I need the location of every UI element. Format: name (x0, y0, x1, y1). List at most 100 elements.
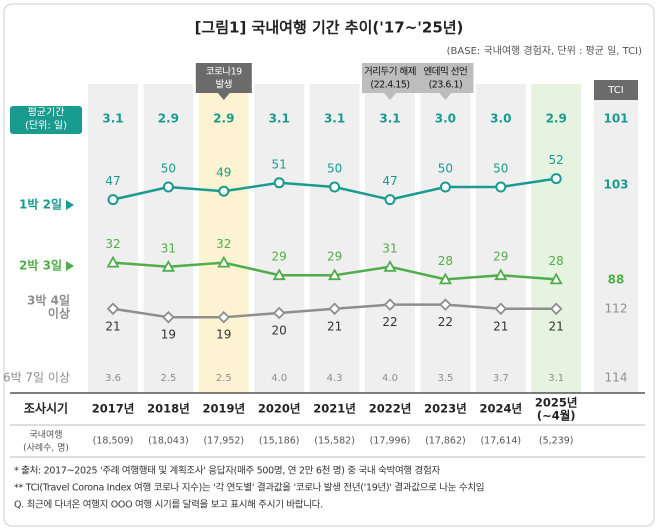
marker (273, 177, 285, 189)
x-tick-label: 2024년 (480, 402, 523, 416)
marker (106, 255, 120, 268)
value-text: 3.1 (324, 112, 345, 126)
column-bg (531, 84, 582, 393)
column-bg (88, 84, 138, 393)
x-tick-label: 2021년 (313, 402, 356, 416)
annotation-pointer (384, 93, 396, 100)
legend-label: 2박 3일 (19, 258, 62, 273)
value-text: 4.3 (327, 373, 343, 384)
marker (439, 298, 452, 311)
marker (494, 302, 508, 316)
value-text: 3.6 (105, 373, 121, 384)
marker (495, 181, 507, 193)
value-text: 2.9 (546, 112, 567, 126)
tci-value: 114 (605, 371, 628, 385)
data-label: 19 (161, 328, 176, 342)
value-text: 2.9 (158, 112, 179, 126)
data-label: 28 (438, 254, 453, 268)
footnote: Q. 최근에 다녀온 여행지 OOO 여행 시기를 달력을 보고 표시해 주시기… (14, 499, 323, 511)
x-tick-label: 2023년 (424, 402, 467, 416)
marker (328, 268, 342, 281)
marker (383, 298, 397, 311)
sample-size: (17,862) (425, 436, 466, 447)
annotation: 거리두기 해제 (22.4.15) (364, 65, 416, 90)
marker (383, 259, 397, 272)
row-label: 평균기간 (단위: 일) (25, 107, 67, 132)
data-label: 29 (327, 250, 342, 264)
marker (162, 310, 175, 324)
x-tick-label: 2020년 (258, 402, 301, 416)
data-label: 49 (216, 166, 231, 180)
data-label: 21 (549, 319, 564, 333)
marker (217, 255, 231, 268)
marker (272, 268, 286, 281)
marker (328, 302, 341, 316)
tci-value: 101 (603, 112, 628, 126)
data-label: 22 (438, 315, 453, 329)
legend-arrow (66, 261, 74, 271)
column-bg (254, 84, 305, 393)
marker (549, 272, 563, 285)
tci-value: 103 (603, 178, 628, 192)
chart-title: [그림1] 국내여행 기간 추이('17~'25년) (195, 19, 464, 37)
x-tick-label: 2018년 (147, 402, 190, 416)
annotation-box (362, 63, 418, 93)
legend-label: 3박 4일 이상 (27, 292, 70, 320)
tci-header-bg (594, 80, 638, 100)
tci-header: TCI (607, 85, 623, 96)
marker (162, 181, 174, 193)
data-label: 31 (161, 241, 176, 255)
column-bg (309, 84, 360, 393)
data-label: 50 (438, 162, 453, 176)
annotation-box (417, 63, 474, 93)
column-bg (420, 84, 471, 393)
data-label: 19 (216, 328, 231, 342)
annotation: 엔데믹 선언 (23.6.1) (424, 65, 468, 90)
data-label: 51 (272, 157, 287, 171)
marker (329, 181, 341, 193)
data-label: 31 (382, 241, 397, 255)
marker (549, 302, 563, 316)
value-text: 3.0 (435, 112, 456, 126)
annotation: 코로나19 발생 (206, 66, 242, 90)
annotation-pointer (217, 93, 230, 100)
data-label: 32 (216, 237, 231, 251)
marker (106, 302, 120, 316)
sample-size: (17,952) (203, 436, 244, 447)
data-label: 29 (272, 250, 287, 264)
legend-label: 6박 7일 이상 (3, 371, 70, 385)
x-tick-label: 2019년 (203, 402, 246, 416)
value-text: 4.0 (382, 373, 398, 384)
value-text: 3.1 (102, 112, 123, 126)
column-bg (594, 84, 638, 393)
data-label: 52 (549, 153, 564, 167)
row-label: 조사시기 (24, 401, 68, 416)
column-bg (198, 84, 249, 393)
value-text: 3.1 (269, 112, 290, 126)
marker (107, 194, 119, 206)
sample-size: (15,582) (314, 436, 355, 447)
marker (272, 306, 286, 320)
data-label: 50 (493, 162, 508, 176)
data-label: 20 (272, 324, 287, 338)
value-text: 3.7 (493, 373, 509, 384)
row-label-bg (10, 106, 82, 134)
tci-value: 112 (605, 302, 628, 316)
sample-size: (17,614) (480, 436, 521, 447)
value-text: 3.1 (379, 112, 400, 126)
value-text: 3.1 (548, 373, 564, 384)
column-bg (475, 84, 526, 393)
value-text: 3.5 (437, 373, 453, 384)
sample-size: (17,996) (370, 436, 411, 447)
x-tick-label: 2025년 (~4월) (535, 395, 578, 422)
legend-label: 1박 2일 (19, 197, 62, 212)
row-label: 국내여행 (사례수, 명) (23, 428, 69, 453)
value-text: 2.5 (216, 373, 232, 384)
sample-size: (15,186) (259, 436, 300, 447)
x-tick-label: 2022년 (369, 402, 412, 416)
marker (550, 173, 562, 185)
column-bg (365, 84, 415, 393)
data-label: 21 (327, 319, 342, 333)
data-label: 32 (105, 237, 120, 251)
